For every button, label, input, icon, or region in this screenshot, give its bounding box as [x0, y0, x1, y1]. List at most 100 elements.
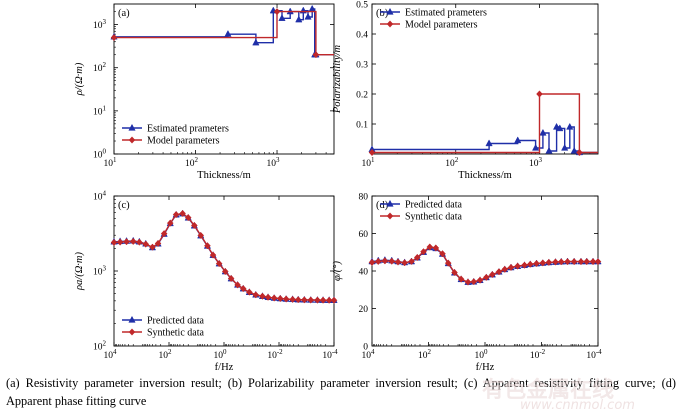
- data-point: [532, 143, 540, 151]
- x-axis-label: Thickness/m: [197, 170, 251, 181]
- data-point: [252, 291, 260, 299]
- y-tick-exponent: 2: [103, 340, 107, 348]
- x-tick-label: 102: [445, 156, 459, 169]
- data-point: [294, 296, 302, 304]
- legend-marker: [128, 315, 136, 323]
- chart-panel-1: (a)101 102 103100101102103Thickness/mρ/(Ω·…: [74, 3, 335, 181]
- series-line: [113, 212, 334, 301]
- data-point: [561, 143, 569, 151]
- series-1: [110, 209, 338, 303]
- data-point: [545, 258, 553, 266]
- data-point: [374, 257, 382, 266]
- data-point: [536, 90, 543, 98]
- x-tick-exponent: 2: [428, 348, 432, 356]
- y-axis-label: ρ/(Ω·m): [74, 62, 85, 96]
- legend-marker: [128, 136, 136, 144]
- data-point: [276, 295, 284, 303]
- data-point: [451, 268, 458, 277]
- data-point: [533, 259, 540, 268]
- legend-marker: [386, 20, 394, 28]
- data-point: [135, 238, 143, 246]
- x-tick-exponent: 4: [113, 348, 117, 356]
- series-1: [368, 122, 598, 156]
- panel-label: (c): [118, 200, 130, 211]
- x-tick-label: 101: [362, 156, 376, 169]
- data-point: [154, 239, 162, 248]
- data-point: [307, 296, 315, 304]
- data-point: [209, 251, 217, 259]
- x-tick-label: 10-2: [267, 348, 283, 361]
- data-point: [552, 258, 559, 266]
- data-point: [413, 253, 421, 262]
- data-point: [259, 292, 266, 300]
- data-point: [330, 296, 338, 304]
- x-tick-exponent: 3: [276, 156, 280, 164]
- data-point: [110, 34, 118, 42]
- y-tick-label: 40: [359, 268, 369, 278]
- x-tick-label: 103: [529, 156, 543, 169]
- legend-marker: [128, 328, 136, 336]
- data-point: [514, 136, 522, 144]
- data-point: [539, 259, 547, 267]
- data-point: [420, 248, 427, 256]
- x-axis-label: f/Hz: [476, 362, 495, 373]
- data-point: [432, 244, 440, 252]
- x-tick-label: 100: [214, 348, 228, 361]
- series-line: [114, 8, 334, 56]
- data-point: [482, 273, 490, 281]
- y-tick-exponent: 3: [103, 18, 107, 26]
- data-point: [526, 260, 534, 268]
- x-tick-label: 102: [185, 156, 199, 169]
- data-point: [545, 146, 553, 154]
- data-point: [197, 231, 205, 239]
- plot-frame: [113, 3, 335, 155]
- legend-marker: [386, 199, 394, 207]
- data-point: [227, 274, 235, 283]
- x-tick-label: 100: [475, 348, 489, 361]
- data-point: [273, 8, 281, 16]
- data-point: [314, 296, 321, 304]
- data-point: [488, 270, 496, 279]
- panel-label: (a): [118, 8, 130, 19]
- series-line: [113, 212, 334, 301]
- y-tick-label: 101: [93, 104, 107, 117]
- y-tick-exponent: 2: [103, 61, 107, 69]
- data-point: [142, 240, 150, 248]
- x-tick-exponent: 2: [195, 156, 199, 164]
- data-point: [401, 259, 408, 267]
- data-point: [439, 250, 446, 258]
- data-point: [476, 276, 484, 284]
- y-tick-exponent: 4: [103, 190, 107, 198]
- data-point: [577, 258, 585, 266]
- x-tick-exponent: 2: [455, 156, 459, 164]
- y-tick-label: 0.4: [356, 31, 368, 41]
- data-point: [278, 14, 286, 21]
- legend-label: Estimated prameters: [405, 8, 487, 19]
- legend-label: Predicted data: [405, 200, 462, 211]
- y-axis-label: φ/(°): [332, 261, 343, 281]
- data-point: [583, 258, 591, 266]
- data-point: [507, 263, 515, 272]
- data-point: [557, 258, 565, 266]
- data-point: [381, 257, 389, 265]
- data-point: [282, 295, 290, 303]
- series-1: [110, 4, 334, 58]
- data-point: [394, 258, 402, 266]
- x-tick-exponent: -2: [539, 348, 545, 356]
- data-point: [179, 209, 186, 218]
- legend-label: Estimated prameters: [147, 124, 229, 135]
- data-point: [166, 219, 174, 227]
- y-tick-exponent: 0: [103, 148, 107, 156]
- data-point: [304, 12, 312, 20]
- x-tick-exponent: -4: [332, 348, 338, 356]
- x-tick-label: 103: [267, 156, 281, 169]
- x-tick-exponent: 0: [223, 348, 227, 356]
- data-point: [485, 139, 493, 147]
- data-point: [289, 295, 296, 303]
- series-2: [368, 90, 598, 157]
- y-tick-label: 102: [93, 61, 107, 74]
- data-point: [252, 38, 260, 46]
